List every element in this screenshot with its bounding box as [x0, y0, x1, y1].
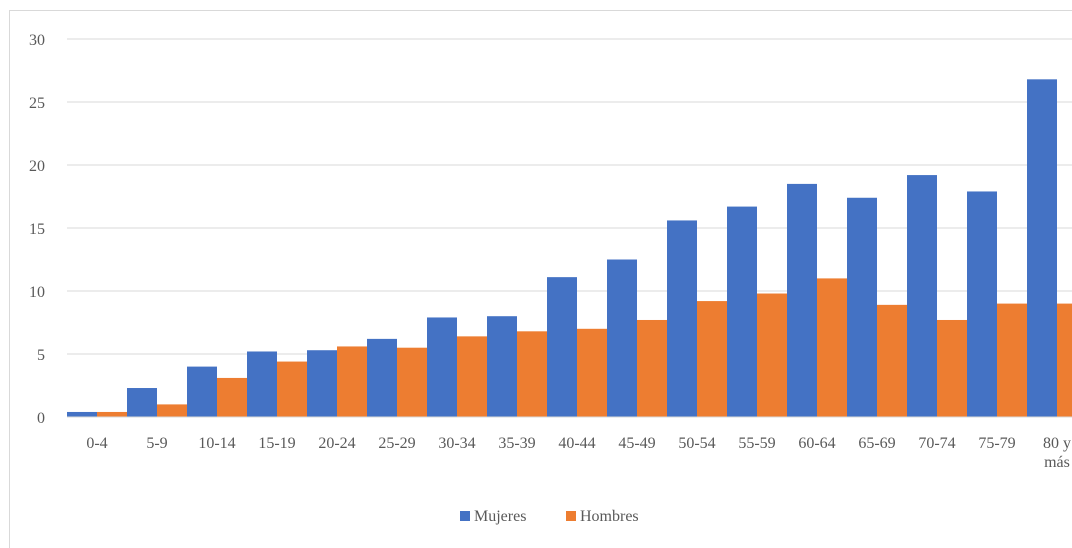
bar-mujeres-55-59 — [727, 206, 757, 417]
bar-mujeres-70-74 — [907, 175, 937, 417]
y-tick-label: 10 — [29, 284, 45, 301]
x-tick-label: 60-64 — [798, 435, 835, 452]
bar-hombres-80-y-más — [1057, 303, 1072, 417]
bar-mujeres-35-39 — [487, 316, 517, 417]
bar-mujeres-65-69 — [847, 197, 877, 417]
legend: Mujeres Hombres — [460, 508, 639, 525]
bar-hombres-55-59 — [757, 293, 787, 417]
bar-hombres-25-29 — [397, 347, 427, 417]
bar-mujeres-0-4 — [67, 411, 97, 417]
x-tick-label: 15-19 — [258, 435, 295, 452]
bar-mujeres-50-54 — [667, 220, 697, 417]
bars — [67, 79, 1072, 417]
bar-hombres-10-14 — [217, 377, 247, 417]
legend-swatch-mujeres — [460, 511, 470, 521]
bar-hombres-70-74 — [937, 319, 967, 417]
bar-mujeres-60-64 — [787, 183, 817, 417]
y-axis-tick-labels: 0 5 10 15 20 25 30 — [29, 32, 45, 427]
x-tick-label: más — [1044, 454, 1070, 471]
x-tick-label: 40-44 — [558, 435, 595, 452]
x-tick-label: 80 y — [1043, 435, 1071, 452]
x-tick-label: 75-79 — [978, 435, 1015, 452]
y-tick-label: 15 — [29, 221, 45, 238]
legend-label-hombres: Hombres — [580, 508, 639, 525]
bar-hombres-20-24 — [337, 346, 367, 417]
bar-hombres-35-39 — [517, 331, 547, 417]
x-tick-label: 55-59 — [738, 435, 775, 452]
bar-mujeres-75-79 — [967, 191, 997, 417]
x-tick-label: 70-74 — [918, 435, 955, 452]
y-tick-label: 5 — [37, 347, 45, 364]
x-tick-label: 10-14 — [198, 435, 235, 452]
bar-hombres-75-79 — [997, 303, 1027, 417]
y-tick-label: 25 — [29, 95, 45, 112]
bar-mujeres-20-24 — [307, 350, 337, 417]
bar-mujeres-30-34 — [427, 317, 457, 417]
bar-hombres-65-69 — [877, 304, 907, 417]
x-tick-label: 25-29 — [378, 435, 415, 452]
y-tick-label: 0 — [37, 410, 45, 427]
x-tick-label: 45-49 — [618, 435, 655, 452]
x-tick-label: 30-34 — [438, 435, 475, 452]
bar-hombres-50-54 — [697, 301, 727, 417]
bar-mujeres-80-y-más — [1027, 79, 1057, 417]
bar-mujeres-25-29 — [367, 338, 397, 417]
legend-swatch-hombres — [566, 511, 576, 521]
x-axis-tick-labels: 0-4 5-9 10-14 15-19 20-24 25-29 30-34 35-39 40-4… — [86, 435, 1071, 471]
bar-hombres-5-9 — [157, 404, 187, 417]
bar-mujeres-10-14 — [187, 366, 217, 417]
legend-label-mujeres: Mujeres — [474, 508, 526, 525]
bar-mujeres-5-9 — [127, 388, 157, 417]
x-tick-label: 5-9 — [146, 435, 167, 452]
x-tick-label: 65-69 — [858, 435, 895, 452]
x-tick-label: 20-24 — [318, 435, 355, 452]
bar-hombres-40-44 — [577, 328, 607, 417]
chart-frame — [9, 10, 1072, 548]
bar-mujeres-40-44 — [547, 277, 577, 417]
bar-mujeres-45-49 — [607, 259, 637, 417]
bar-mujeres-15-19 — [247, 351, 277, 417]
x-tick-label: 0-4 — [86, 435, 107, 452]
bar-hombres-30-34 — [457, 336, 487, 417]
bar-hombres-45-49 — [637, 319, 667, 417]
bar-hombres-0-4 — [97, 411, 127, 417]
bar-hombres-15-19 — [277, 361, 307, 417]
y-tick-label: 30 — [29, 32, 45, 49]
bar-hombres-60-64 — [817, 278, 847, 417]
x-tick-label: 50-54 — [678, 435, 715, 452]
x-tick-label: 35-39 — [498, 435, 535, 452]
y-tick-label: 20 — [29, 158, 45, 175]
